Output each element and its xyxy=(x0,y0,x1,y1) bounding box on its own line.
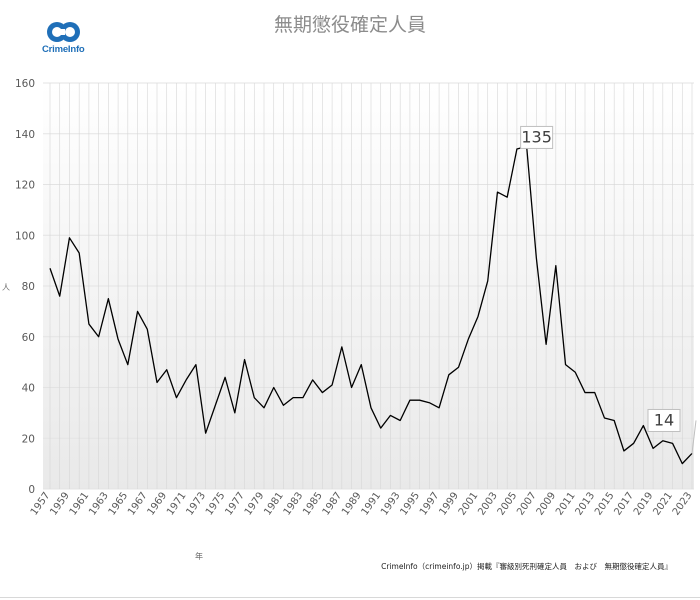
data-label: 14 xyxy=(654,410,674,429)
x-tick-label: 1977 xyxy=(223,490,247,517)
y-tick-label: 100 xyxy=(15,230,35,242)
x-tick-label: 1993 xyxy=(379,490,403,517)
y-tick-label: 0 xyxy=(28,484,35,496)
logo-text: CrimeInfo xyxy=(42,44,85,55)
x-tick-label: 1983 xyxy=(282,490,306,517)
y-tick-label: 140 xyxy=(15,129,35,141)
y-tick-label: 120 xyxy=(15,180,35,192)
x-tick-label: 1991 xyxy=(360,490,384,517)
x-tick-label: 2023 xyxy=(671,490,695,517)
x-tick-label: 2007 xyxy=(515,490,539,517)
x-tick-label: 2017 xyxy=(612,490,636,517)
grid xyxy=(43,82,694,490)
y-tick-label: 40 xyxy=(22,383,35,395)
x-tick-label: 1975 xyxy=(204,490,228,517)
logo-icon xyxy=(47,22,80,42)
x-tick-label: 2005 xyxy=(496,490,520,517)
x-tick-label: 1981 xyxy=(262,490,286,517)
callout-box xyxy=(647,408,681,432)
x-tick-label: 1995 xyxy=(398,490,422,517)
source-caption: CrimeInfo（crimeinfo.jp）掲載『審級別死刑確定人員 および … xyxy=(381,562,672,571)
x-tick-label: 1987 xyxy=(321,490,345,517)
data-label: 135 xyxy=(521,127,552,146)
x-tick-label: 1985 xyxy=(301,490,325,517)
y-axis: 0 20 40 60 80 100 120 140 160 xyxy=(15,78,35,496)
callout-leader xyxy=(691,420,697,454)
x-tick-label: 1979 xyxy=(243,490,267,517)
x-tick-label: 2021 xyxy=(651,490,675,517)
series-line xyxy=(49,145,693,465)
y-tick-label: 60 xyxy=(22,332,35,344)
chart-title: 無期懲役確定人員 xyxy=(273,14,426,36)
x-tick-label: 1989 xyxy=(340,490,364,517)
x-tick-label: 2009 xyxy=(535,490,559,517)
y-tick-label: 80 xyxy=(22,281,35,293)
y-tick-label: 20 xyxy=(22,433,35,445)
x-tick-label: 1961 xyxy=(68,490,92,517)
x-tick-label: 1999 xyxy=(437,490,461,517)
x-tick-label: 2015 xyxy=(593,490,617,517)
x-tick-label: 1971 xyxy=(165,490,189,517)
x-axis-label: 年 xyxy=(195,551,203,561)
x-tick-label: 2011 xyxy=(554,490,578,517)
x-tick-label: 2001 xyxy=(457,490,481,517)
x-tick-label: 1997 xyxy=(418,490,442,517)
annotations: 135 14 xyxy=(520,125,697,454)
x-tick-label: 1967 xyxy=(126,490,150,517)
x-tick-label: 2019 xyxy=(632,490,656,517)
bottom-divider xyxy=(0,597,700,598)
x-tick-label: 2003 xyxy=(476,490,500,517)
y-tick-label: 160 xyxy=(15,78,35,90)
x-tick-label: 1959 xyxy=(48,490,72,517)
x-tick-label: 2013 xyxy=(574,490,598,517)
y-axis-label: 人 xyxy=(2,283,10,292)
x-tick-label: 1965 xyxy=(107,490,131,517)
x-axis: 1957195919611963196519671969197119731975… xyxy=(29,490,695,517)
crimeinfo-logo: CrimeInfo xyxy=(42,20,87,55)
x-tick-label: 1973 xyxy=(184,490,208,517)
x-tick-label: 1963 xyxy=(87,490,111,517)
x-tick-label: 1969 xyxy=(146,490,170,517)
callout-box xyxy=(520,125,554,149)
